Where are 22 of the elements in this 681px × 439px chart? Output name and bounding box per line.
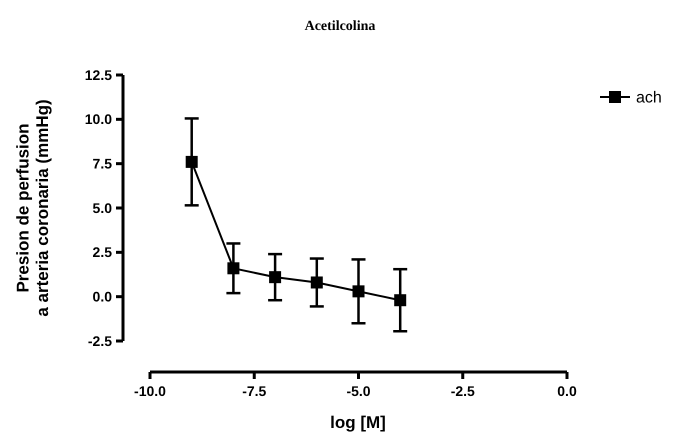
y-tick-label: 10.0 bbox=[84, 111, 112, 128]
point bbox=[227, 262, 240, 274]
y-tick-label: 2.5 bbox=[92, 244, 112, 260]
y-tick-label: 5.0 bbox=[92, 200, 112, 216]
x-tick-label: 0.0 bbox=[557, 383, 577, 399]
y-tick-label: 12.5 bbox=[84, 66, 112, 83]
point bbox=[352, 285, 364, 298]
y-tick-label: 0.0 bbox=[92, 288, 112, 305]
point bbox=[186, 156, 198, 168]
x-tick-label: -10.0 bbox=[134, 383, 166, 399]
x-tick-label: -7.5 bbox=[242, 383, 267, 399]
x-axis-title: log [M] bbox=[330, 413, 386, 432]
legend-label: ach bbox=[636, 90, 662, 107]
point bbox=[310, 276, 323, 288]
y-axis-title: Presion de perfusion a arteria coronaria (mmHg) bbox=[13, 99, 52, 317]
point bbox=[269, 271, 282, 284]
point bbox=[394, 294, 406, 306]
y-tick-label: -2.5 bbox=[88, 332, 112, 349]
x-tick-label: -5.0 bbox=[346, 383, 371, 399]
y-tick-label: 7.5 bbox=[92, 156, 112, 172]
chart-title: Acetilcolina bbox=[304, 19, 376, 34]
x-tick-label: -2.5 bbox=[450, 383, 476, 399]
